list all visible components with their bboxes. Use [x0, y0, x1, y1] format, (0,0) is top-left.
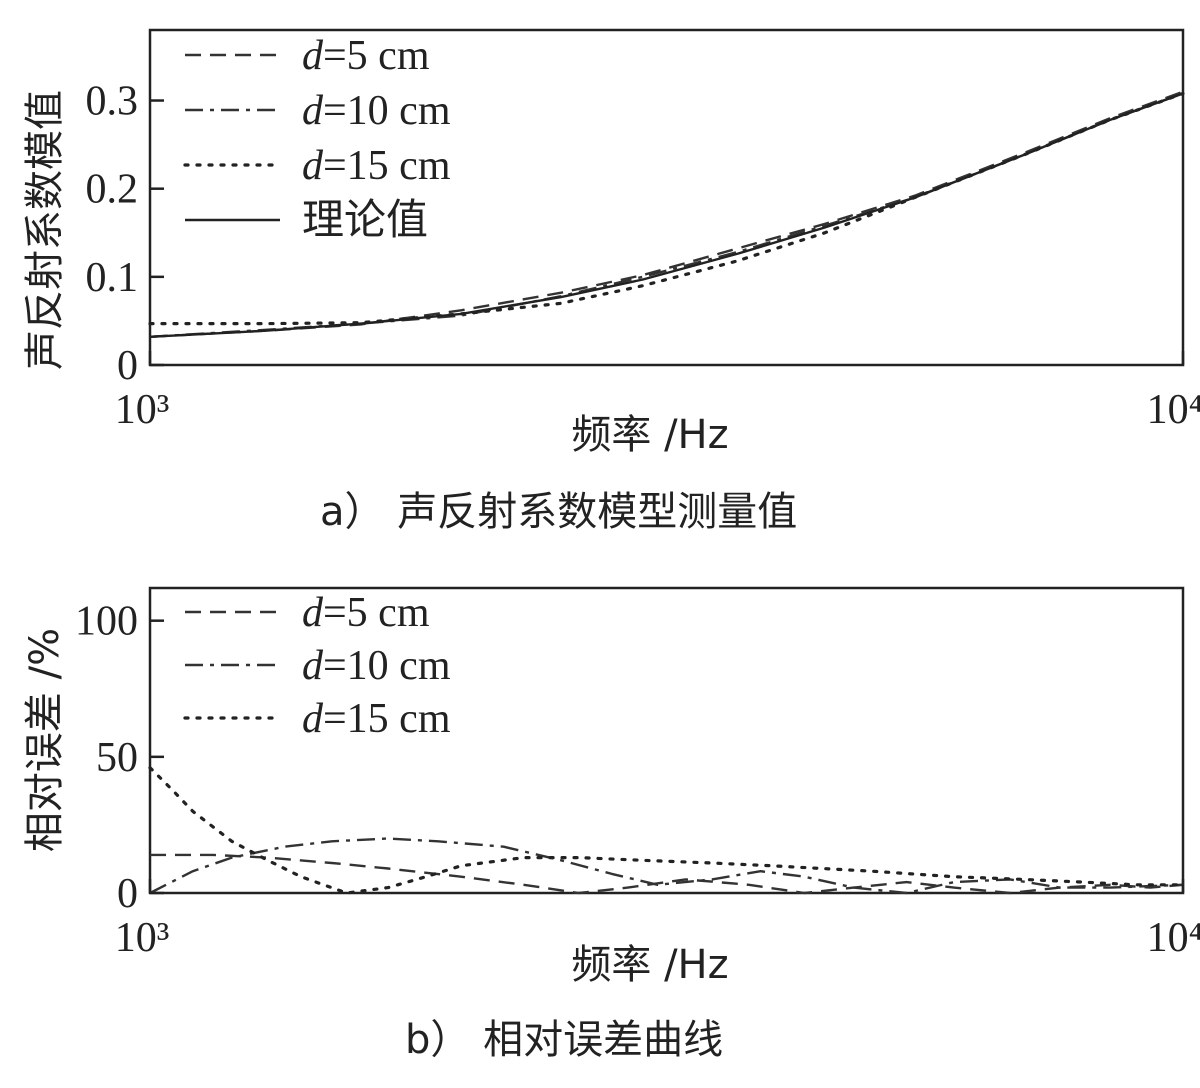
y-axis-title-b: 相对误差 /% [22, 628, 68, 852]
legend-label-0-3: 理论值 [302, 198, 428, 244]
x-tick-label-1-0: 10³ [115, 915, 170, 961]
x-axis-title-b: 频率 /Hz [571, 942, 728, 988]
legend-label-0-2: d=15 cm [302, 143, 451, 189]
series-line-1-0 [150, 853, 1184, 895]
y-tick-label-1-1: 50 [96, 735, 138, 781]
series-line-0-3 [149, 92, 1184, 338]
series-line-1-1 [149, 837, 1184, 895]
ticks-layer-b: 0 50 100 10³ 10⁴ [75, 599, 1200, 961]
plot-area-a [148, 28, 1185, 367]
chart-panel-a: 0 0.1 0.2 0.3 10³ 10⁴ d=5 cm d=10 cm d=15 cm 理论值… [22, 28, 1200, 535]
y-tick-label-0-1: 0.1 [86, 255, 139, 301]
x-tick-label-1-1: 10⁴ [1147, 915, 1200, 961]
x-axis-title-a: 频率 /Hz [571, 412, 728, 458]
series-line-1-2 [148, 766, 1185, 895]
ticks-layer-a: 0 0.1 0.2 0.3 10³ 10⁴ [86, 79, 1200, 433]
y-axis-title-a: 声反射系数模值 [22, 90, 68, 370]
legend-b: d=5 cm d=10 cm d=15 cm [183, 590, 451, 742]
y-tick-label-1-2: 100 [75, 599, 138, 645]
series-line-0-0 [149, 90, 1184, 338]
legend-label-1-0: d=5 cm [302, 590, 430, 636]
y-tick-label-0-0: 0 [117, 343, 138, 389]
series-layer-a [148, 90, 1185, 338]
chart-panel-b: 0 50 100 10³ 10⁴ d=5 cm d=10 cm d=15 cm 频率 /Hz… [22, 586, 1200, 1063]
legend-label-1-1: d=10 cm [302, 643, 451, 689]
series-layer-b [148, 766, 1185, 895]
legend-label-0-0: d=5 cm [302, 33, 430, 79]
plot-area-b [148, 586, 1185, 895]
y-tick-label-0-2: 0.2 [86, 167, 139, 213]
caption-b: b） 相对误差曲线 [405, 1017, 723, 1063]
legend-label-1-2: d=15 cm [302, 696, 451, 742]
x-tick-label-0-1: 10⁴ [1147, 387, 1200, 433]
x-tick-label-0-0: 10³ [115, 387, 170, 433]
legend-label-0-1: d=10 cm [302, 88, 451, 134]
y-tick-label-1-0: 0 [117, 871, 138, 917]
caption-a: a） 声反射系数模型测量值 [320, 489, 797, 535]
legend-a: d=5 cm d=10 cm d=15 cm 理论值 [183, 33, 451, 244]
y-tick-label-0-3: 0.3 [86, 79, 139, 125]
